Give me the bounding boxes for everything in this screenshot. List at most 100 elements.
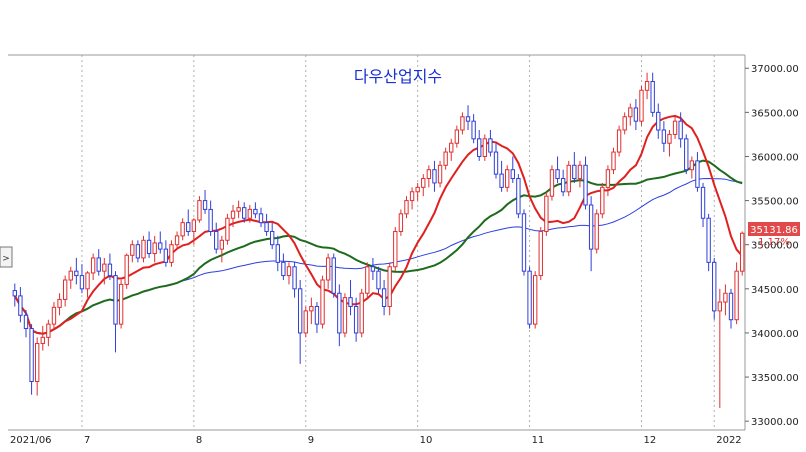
candle xyxy=(275,235,280,272)
candle-body xyxy=(270,230,275,246)
candle-body xyxy=(678,120,683,140)
candle-body xyxy=(700,186,706,219)
x-axis: 2021/06 7 8 9 10 11 12 2022 xyxy=(10,435,742,446)
candle-body xyxy=(281,261,286,277)
candle xyxy=(572,152,577,183)
moving-averages xyxy=(13,114,743,335)
candle-body xyxy=(146,239,152,255)
candle xyxy=(488,130,493,157)
x-tick-label: 2021/06 xyxy=(10,435,52,446)
candle-body xyxy=(197,200,202,221)
candle-body xyxy=(404,200,409,215)
candle xyxy=(292,262,297,298)
candle-body xyxy=(163,248,169,263)
candle xyxy=(689,156,695,179)
candle-body xyxy=(51,306,57,325)
candle-body xyxy=(667,133,672,144)
candle xyxy=(482,134,487,161)
candle xyxy=(270,222,275,250)
candle xyxy=(505,165,510,192)
candle xyxy=(549,165,555,201)
candle xyxy=(717,288,722,408)
candle-body xyxy=(728,292,734,321)
candle-body xyxy=(650,80,655,113)
candle xyxy=(700,182,706,228)
candle xyxy=(510,156,515,183)
candle-body xyxy=(96,257,101,272)
y-tick-label: 34500.00 xyxy=(751,285,799,296)
candle-body xyxy=(717,301,722,312)
candle xyxy=(555,156,560,183)
candle-body xyxy=(499,173,504,188)
candle-body xyxy=(337,292,342,334)
candle-body xyxy=(62,279,68,300)
candle xyxy=(370,257,376,280)
candle xyxy=(102,257,107,285)
candle xyxy=(107,253,113,280)
candle-body xyxy=(85,272,90,290)
candle xyxy=(18,287,23,323)
candle xyxy=(286,262,292,285)
candle-body xyxy=(118,283,124,325)
candle xyxy=(297,280,303,364)
candle-body xyxy=(628,107,633,118)
candle-body xyxy=(342,297,348,334)
candle-body xyxy=(566,164,571,193)
last-price-tag: 35131.86 1.17% xyxy=(748,222,800,248)
candle-body xyxy=(712,261,717,312)
candle-body xyxy=(532,275,538,325)
candle-body xyxy=(644,80,650,91)
candle-body xyxy=(376,270,381,290)
candle xyxy=(583,156,588,210)
candle xyxy=(728,288,734,329)
candle-body xyxy=(616,129,622,153)
y-tick-label: 34000.00 xyxy=(751,329,799,340)
candle xyxy=(197,196,202,223)
candle xyxy=(337,284,342,347)
candle xyxy=(342,293,348,338)
candle-body xyxy=(29,328,34,382)
candle xyxy=(516,174,521,219)
candle-body xyxy=(415,186,420,193)
candle-body xyxy=(264,222,269,232)
candle-body xyxy=(493,151,499,175)
candle xyxy=(656,103,661,139)
candle xyxy=(695,152,700,192)
candle-body xyxy=(544,195,549,232)
x-tick-label: 9 xyxy=(308,435,314,446)
candle-body xyxy=(656,111,661,131)
y-tick-label: 35000.00 xyxy=(751,241,799,252)
candle-body xyxy=(40,336,45,345)
chart-title: 다우산업지수 xyxy=(354,67,442,86)
candle-body xyxy=(695,160,700,188)
candle-body xyxy=(393,230,398,268)
scroll-left-handle[interactable]: > xyxy=(0,246,13,268)
candle-body xyxy=(214,230,219,250)
candle xyxy=(180,218,185,241)
candle xyxy=(219,235,225,263)
candle xyxy=(35,337,40,396)
candle xyxy=(12,283,17,307)
x-tick-label: 7 xyxy=(84,435,90,446)
candle xyxy=(421,174,426,197)
candle xyxy=(661,121,667,153)
candle xyxy=(477,130,482,161)
candle-body xyxy=(191,219,197,232)
candle xyxy=(118,280,124,329)
ma-long-line xyxy=(14,177,743,335)
candle xyxy=(90,253,96,280)
candle-body xyxy=(639,89,644,122)
candle-body xyxy=(365,266,370,294)
candle xyxy=(135,240,141,263)
candle xyxy=(331,253,336,298)
candle xyxy=(225,213,230,245)
candle-body xyxy=(449,142,454,153)
candle xyxy=(314,302,320,333)
candle xyxy=(527,266,532,329)
candle-body xyxy=(471,120,476,140)
candle xyxy=(432,160,437,192)
candle xyxy=(214,222,219,254)
candle-body xyxy=(689,160,695,171)
